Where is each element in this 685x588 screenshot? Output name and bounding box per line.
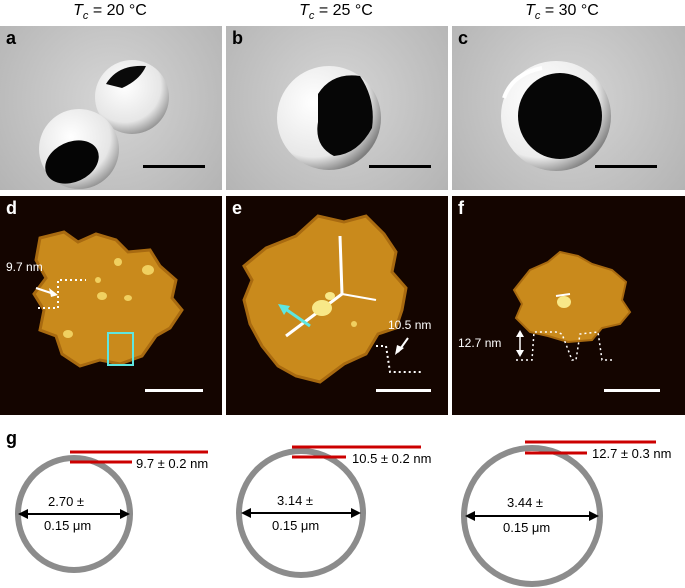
panel-label-d: d [6, 198, 17, 218]
scale-bar-b [369, 165, 431, 168]
afm-panel-e: e 10.5 nm [226, 196, 448, 415]
sem-vesicle-b [277, 66, 381, 170]
column-title-30C: Tc = 30 °C [525, 2, 599, 23]
diameter-label-2b: 0.15 μm [272, 518, 320, 533]
sem-panel-c: c [452, 26, 685, 190]
sem-panel-a: a [0, 26, 222, 190]
schematic-3 [461, 440, 656, 587]
thickness-label-3: 12.7 ± 0.3 nm [592, 446, 672, 461]
scale-bar-c [595, 165, 657, 168]
height-label-d: 9.7 nm [6, 260, 43, 274]
scale-bar-e [376, 389, 431, 392]
panel-label-g: g [6, 428, 17, 448]
schematic-1 [15, 450, 208, 573]
sem-vesicles-a [39, 60, 169, 189]
column-title-25C: Tc = 25 °C [299, 2, 373, 23]
afm-panel-f: f 12.7 nm [452, 196, 685, 415]
diameter-label-3a: 3.44 ± [507, 495, 544, 510]
scale-bar-f [604, 389, 660, 392]
schematic-2 [236, 445, 421, 578]
height-label-e: 10.5 nm [388, 318, 432, 332]
afm-panel-d: d 9.7 nm [0, 196, 222, 415]
highlight-box [107, 332, 134, 366]
height-label-f: 12.7 nm [458, 336, 502, 350]
afm-bilayer-f [512, 250, 632, 361]
afm-bilayer-e [242, 214, 422, 384]
afm-bilayer-d [32, 230, 184, 368]
panel-label-e: e [232, 198, 243, 218]
vesicle-schematics [15, 440, 656, 587]
panel-label-c: c [458, 28, 469, 48]
diameter-label-1b: 0.15 μm [44, 518, 92, 533]
thickness-label-1: 9.7 ± 0.2 nm [136, 456, 209, 471]
panel-label-a: a [6, 28, 17, 48]
diameter-label-3b: 0.15 μm [503, 520, 551, 535]
panel-label-b: b [232, 28, 243, 48]
scale-bar-a [143, 165, 205, 168]
sem-vesicle-c [501, 61, 611, 171]
diameter-label-2a: 3.14 ± [277, 493, 314, 508]
cyan-arrow [283, 306, 311, 328]
scale-bar-d [145, 389, 203, 392]
thickness-label-2: 10.5 ± 0.2 nm [352, 451, 432, 466]
diameter-label-1a: 2.70 ± [48, 494, 85, 509]
panel-label-f: f [458, 198, 464, 218]
sem-panel-b: b [226, 26, 448, 190]
column-title-20C: Tc = 20 °C [73, 2, 147, 23]
